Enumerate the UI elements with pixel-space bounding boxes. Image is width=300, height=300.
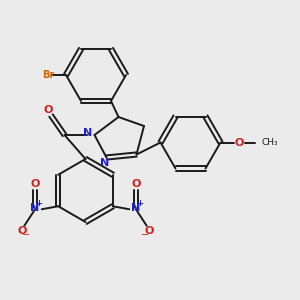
Text: −: − <box>22 230 30 240</box>
Text: +: + <box>136 199 143 208</box>
Text: CH₃: CH₃ <box>261 138 278 147</box>
Text: O: O <box>131 179 141 189</box>
Text: O: O <box>30 179 40 189</box>
Text: O: O <box>144 226 154 236</box>
Text: O: O <box>17 226 27 236</box>
Text: −: − <box>141 230 149 240</box>
Text: O: O <box>43 105 53 115</box>
Text: +: + <box>35 199 42 208</box>
Text: N: N <box>131 203 140 213</box>
Text: N: N <box>83 128 92 139</box>
Text: O: O <box>234 137 244 148</box>
Text: N: N <box>100 158 109 169</box>
Text: Br: Br <box>42 70 54 80</box>
Text: N: N <box>31 203 40 213</box>
